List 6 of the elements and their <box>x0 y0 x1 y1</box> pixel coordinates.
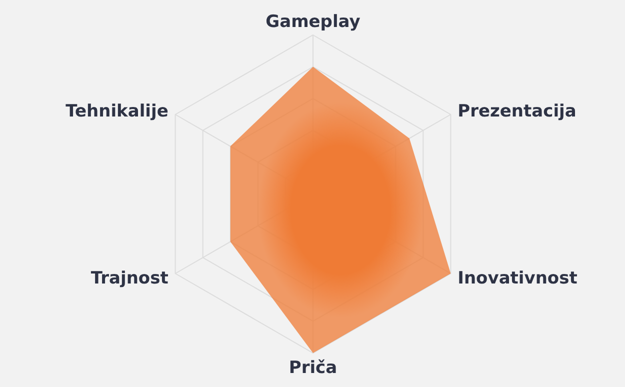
spoke-label: Trajnost <box>90 268 168 289</box>
spoke-label: Tehnikalije <box>66 102 168 122</box>
spoke-label: Inovativnost <box>458 268 578 289</box>
spoke-label: Prezentacija <box>458 102 576 122</box>
spoke-label: Gameplay <box>266 12 360 32</box>
spoke-label: Priča <box>288 358 338 378</box>
